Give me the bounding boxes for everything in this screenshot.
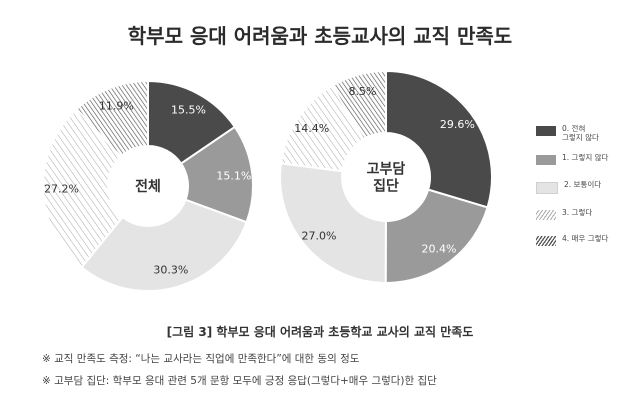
slice-value-label: 14.4% — [294, 122, 329, 135]
legend-label: 2. 보통이다 — [564, 180, 602, 189]
slice-value-label: 15.1% — [216, 169, 251, 182]
slice-value-label: 29.6% — [440, 118, 475, 131]
slice-value-label: 11.9% — [99, 99, 134, 112]
legend-label: 0. 전혀 그렇지 않다 — [562, 124, 599, 142]
donut-slice — [80, 198, 248, 292]
donut-slice — [75, 79, 149, 159]
legend-swatch — [536, 236, 556, 246]
footnote-satisfaction: ※ 교직 만족도 측정: “나는 교사라는 직업에 만족한다”에 대한 동의 정… — [42, 353, 360, 365]
slice-value-label: 8.5% — [349, 85, 377, 98]
chart-title: 학부모 응대 어려움과 초등교사의 교직 만족도 — [127, 24, 513, 48]
legend-swatch — [536, 126, 556, 136]
figure-caption: [그림 3] 학부모 응대 어려움과 초등학교 교사의 교직 만족도 — [166, 325, 474, 339]
legend-item: 4. 매우 그렇다 — [536, 234, 608, 246]
donut-center-label: 전체 — [135, 178, 161, 195]
donut-hole — [343, 134, 429, 220]
footnote-high-burden: ※ 고부담 집단: 학부모 응대 관련 5개 문항 모두에 긍정 응답(그렇다+… — [42, 375, 437, 387]
slice-value-label: 27.0% — [302, 230, 337, 243]
donut-center-label: 집단 — [373, 178, 399, 195]
donut-slice — [42, 107, 125, 269]
legend-swatch — [536, 182, 558, 194]
legend-item: 0. 전혀 그렇지 않다 — [536, 124, 599, 142]
donut-charts: 15.5% 15.1% 30.3% 27.2% 11.9% 전체 29.6% 20.4% 27… — [42, 70, 493, 292]
legend-swatch — [536, 155, 556, 165]
legend-label: 1. 그렇지 않다 — [562, 153, 609, 162]
slice-value-label: 27.2% — [44, 183, 79, 196]
legend-item: 3. 그렇다 — [536, 208, 592, 220]
donut-hole — [109, 147, 187, 225]
legend-label: 3. 그렇다 — [562, 208, 593, 217]
donut-slice — [384, 188, 489, 284]
slice-value-label: 30.3% — [153, 263, 188, 276]
slice-value-label: 20.4% — [422, 242, 457, 255]
slice-value-label: 15.5% — [171, 104, 206, 117]
legend-item: 2. 보통이다 — [536, 180, 601, 194]
donut-slice — [385, 70, 493, 209]
donut-slice — [330, 70, 387, 141]
donut-slice — [279, 162, 387, 285]
legend-label: 4. 매우 그렇다 — [562, 234, 609, 243]
donut-center-label: 고부담 — [367, 161, 406, 178]
legend-swatch — [536, 210, 556, 220]
legend-item: 1. 그렇지 않다 — [536, 153, 608, 165]
donut-chart-overall: 15.5% 15.1% 30.3% 27.2% 11.9% 전체 — [42, 79, 254, 292]
